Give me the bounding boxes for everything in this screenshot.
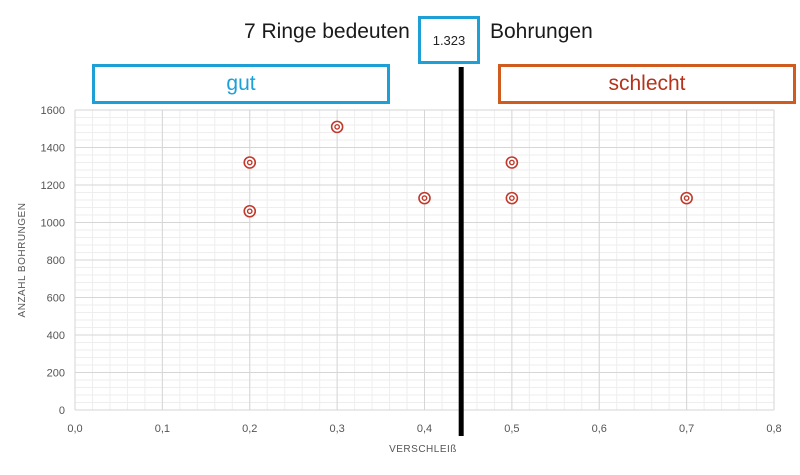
y-tick-label: 600 (47, 293, 65, 305)
data-point (505, 156, 519, 169)
x-tick-label: 0,5 (504, 423, 519, 435)
data-point (243, 156, 257, 169)
y-axis-title: ANZAHL BOHRUNGEN (17, 203, 28, 318)
ring-count-box: 1.323 (418, 16, 480, 64)
y-tick-label: 800 (47, 255, 65, 267)
x-tick-label: 0,0 (67, 423, 82, 435)
bad-region-label: schlecht (498, 64, 796, 104)
header-prefix-text: 7 Ringe bedeuten (244, 20, 410, 43)
data-point (243, 204, 257, 218)
x-tick-label: 0,8 (766, 423, 781, 435)
x-tick-label: 0,1 (155, 423, 170, 435)
good-label-text: gut (226, 72, 256, 95)
y-tick-label: 1200 (41, 180, 65, 192)
y-tick-label: 1400 (41, 143, 65, 155)
data-points (243, 120, 693, 218)
data-point (330, 120, 344, 134)
data-point (418, 191, 431, 205)
data-point (680, 191, 693, 205)
data-point (505, 191, 519, 205)
tick-labels: 0,0 0,1 0,2 0,3 0,4 0,5 0,6 0,7 0,8 0 200 400 600 800… (41, 105, 782, 435)
y-tick-label: 1600 (41, 105, 65, 117)
y-tick-label: 0 (59, 405, 65, 417)
chart-header: 7 Ringe bedeuten 1.323 Bohrungen (0, 14, 800, 64)
ring-count-value: 1.323 (432, 32, 466, 48)
x-tick-label: 0,7 (679, 423, 694, 435)
header-suffix-text: Bohrungen (490, 20, 593, 43)
y-tick-label: 200 (47, 368, 65, 380)
x-tick-label: 0,4 (417, 423, 432, 435)
grid-layer (74, 109, 775, 411)
y-tick-label: 1000 (41, 218, 65, 230)
bad-label-text: schlecht (608, 72, 686, 95)
y-tick-label: 400 (47, 330, 65, 342)
x-tick-label: 0,2 (242, 423, 257, 435)
x-tick-label: 0,3 (329, 423, 344, 435)
x-axis-title: VERSCHLEIß (389, 444, 457, 455)
x-tick-label: 0,6 (592, 423, 607, 435)
good-region-label: gut (92, 64, 390, 104)
